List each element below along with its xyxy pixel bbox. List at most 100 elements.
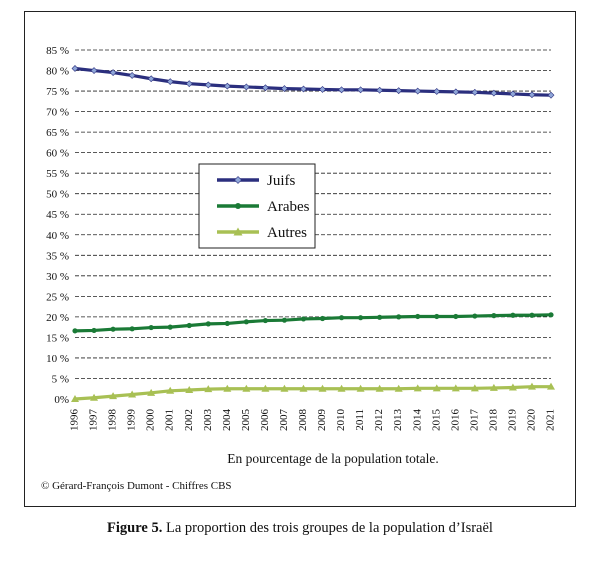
data-point [243,319,249,325]
y-axis-ticks: 0% 5 % 10 % 15 % 20 % 25 % 30 % 35 % 40 % 45 % 50 … [46,45,69,406]
series-autres [71,382,555,402]
x-tick-label: 2015 [430,409,442,432]
data-point [434,313,440,320]
y-tick-label: 5 % [52,373,69,385]
legend-item: Juifs [217,173,296,189]
data-point [224,320,230,327]
y-tick-label: 40 % [46,230,69,242]
x-tick-label: 1999 [126,409,138,432]
data-point [109,392,118,400]
x-tick-label: 2017 [468,409,480,432]
data-point [261,84,269,92]
x-tick-label: 2012 [373,409,385,431]
y-tick-label: 80 % [46,66,69,78]
legend: Juifs Arabes Autres [198,163,316,249]
data-point [91,327,97,334]
data-point [432,384,441,392]
data-point [148,324,154,331]
y-tick-label: 10 % [46,353,69,365]
series-line [74,313,552,333]
y-tick-label: 25 % [46,291,69,303]
y-tick-label: 85 % [46,45,69,57]
x-tick-label: 1998 [107,409,119,432]
data-point [147,388,156,396]
data-point [147,75,155,83]
legend-label: Juifs [267,173,296,189]
data-point [71,65,79,72]
data-point [358,315,364,321]
data-point [166,386,175,394]
data-point [281,317,288,323]
data-point [299,384,308,392]
data-point [433,88,441,95]
legend-item: Autres [217,225,307,241]
data-point [453,313,459,320]
x-tick-label: 2019 [506,409,518,432]
data-point [377,314,383,320]
data-point [223,384,232,392]
gridlines [75,49,551,379]
data-point [280,384,289,392]
y-tick-label: 0% [54,394,69,406]
data-point [396,314,402,320]
data-point [90,393,99,401]
data-point [471,88,479,96]
data-point [242,384,251,392]
data-point [128,390,137,398]
data-point [234,176,242,184]
data-point [262,317,268,324]
data-point [472,313,478,319]
y-tick-label: 50 % [46,189,69,201]
y-tick-label: 70 % [46,107,69,119]
y-tick-label: 30 % [46,271,69,283]
x-tick-label: 2007 [278,409,290,432]
x-tick-label: 2018 [487,409,499,432]
caption-label: Figure 5. [107,520,163,536]
data-point [394,384,403,392]
data-point [356,384,365,392]
data-point [414,87,422,95]
x-axis-ticks: 1996 1997 1998 1999 2000 2001 2002 2003 2004 2005… [69,408,557,431]
y-tick-label: 75 % [46,86,69,98]
data-point [337,384,346,392]
x-tick-label: 2002 [183,409,195,431]
x-tick-label: 2014 [411,409,423,432]
x-tick-label: 2000 [145,409,157,432]
data-point [338,86,345,94]
source-credit: © Gérard-François Dumont - Chiffres CBS [41,480,232,492]
data-point [166,78,174,86]
x-tick-label: 2003 [202,409,214,432]
legend-label: Autres [267,225,307,241]
data-point [281,85,288,93]
data-point [233,227,243,236]
series-juifs [71,65,555,99]
data-point [235,203,241,209]
data-point [547,91,555,99]
data-point [548,312,554,318]
data-point [490,89,498,97]
y-tick-label: 20 % [46,312,69,324]
y-tick-label: 15 % [46,332,69,344]
x-tick-label: 2013 [392,409,404,432]
data-point [509,90,517,98]
data-point [71,395,79,402]
x-tick-label: 2008 [297,409,309,432]
data-point [452,88,460,96]
data-point [109,69,117,77]
y-tick-label: 45 % [46,209,69,221]
data-point [319,85,326,93]
data-point [338,315,345,321]
data-point [547,382,555,390]
data-point [510,312,516,318]
data-point [357,86,365,94]
caption-text: La proportion des trois groupes de la po… [162,520,493,536]
y-tick-label: 60 % [46,148,69,160]
data-point [529,312,535,318]
x-tick-label: 2020 [525,408,537,431]
data-point [415,313,421,320]
data-point [90,67,98,74]
data-point [185,385,194,393]
x-tick-label: 1997 [88,409,100,432]
data-point [242,83,250,91]
data-point [300,85,307,93]
